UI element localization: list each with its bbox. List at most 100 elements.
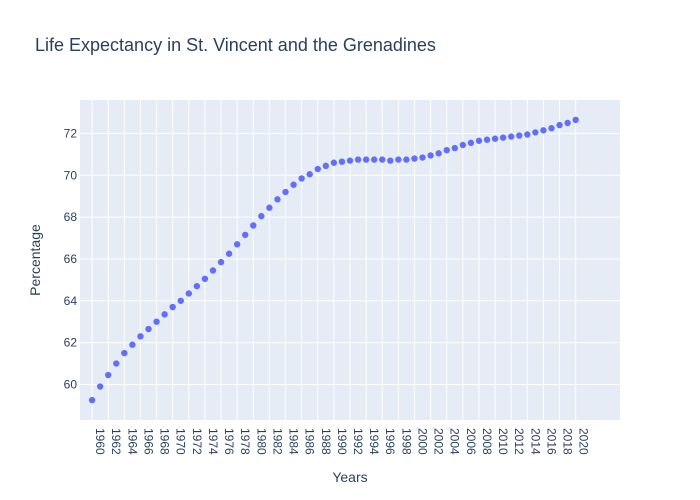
data-point xyxy=(121,349,128,357)
data-point xyxy=(532,129,539,136)
data-point xyxy=(467,139,475,147)
y-axis-ticks: 60 62 64 66 68 70 72 xyxy=(64,126,78,391)
data-point xyxy=(274,196,281,203)
data-point xyxy=(209,267,217,274)
data-point xyxy=(346,157,354,164)
data-point xyxy=(403,156,410,163)
x-tick-label: 1984 xyxy=(287,428,301,455)
x-gridlines xyxy=(91,100,577,420)
data-point xyxy=(314,165,321,173)
data-point xyxy=(201,275,209,283)
data-point xyxy=(379,156,386,163)
x-tick-label: 2002 xyxy=(432,428,446,455)
x-axis-title: Years xyxy=(332,469,367,485)
data-point xyxy=(306,171,313,178)
data-point xyxy=(411,155,418,162)
x-tick-label: 1970 xyxy=(174,428,188,455)
data-point xyxy=(225,250,233,257)
chart-title: Life Expectancy in St. Vincent and the G… xyxy=(35,35,436,55)
data-point xyxy=(491,135,499,142)
data-point xyxy=(507,133,515,140)
x-tick-label: 1986 xyxy=(303,428,317,455)
x-tick-label: 1992 xyxy=(351,428,365,455)
data-point xyxy=(330,159,338,166)
data-point xyxy=(298,175,305,182)
data-point xyxy=(258,212,265,220)
x-tick-label: 2010 xyxy=(496,428,510,455)
y-tick-label: 66 xyxy=(64,252,78,266)
data-point xyxy=(516,132,523,139)
data-point xyxy=(459,141,467,149)
data-point xyxy=(113,360,120,367)
data-point xyxy=(129,341,136,348)
x-axis-ticks: 1960 1962 1964 1966 1968 1970 1972 1974 1976 1978… xyxy=(93,428,591,455)
data-point xyxy=(524,131,531,138)
x-tick-label: 1980 xyxy=(254,428,268,455)
data-point xyxy=(185,290,193,297)
data-point xyxy=(499,134,507,141)
y-axis-title: Percentage xyxy=(27,224,43,296)
data-point xyxy=(370,156,378,163)
data-point xyxy=(451,144,458,152)
y-tick-label: 64 xyxy=(64,294,78,308)
x-tick-label: 1982 xyxy=(270,428,284,455)
data-point xyxy=(387,157,394,164)
data-point xyxy=(362,156,370,163)
data-point xyxy=(282,188,289,196)
x-tick-label: 1968 xyxy=(158,428,172,455)
data-point xyxy=(427,152,434,159)
data-point xyxy=(338,158,346,165)
data-point xyxy=(217,258,225,266)
y-tick-label: 72 xyxy=(64,126,78,140)
x-tick-label: 1998 xyxy=(399,428,413,455)
data-point xyxy=(145,325,152,333)
data-point xyxy=(572,116,579,124)
x-tick-label: 2016 xyxy=(544,428,558,455)
data-point xyxy=(153,318,160,325)
data-point xyxy=(475,137,483,144)
data-point xyxy=(88,396,96,404)
data-point xyxy=(290,181,297,188)
y-tick-label: 60 xyxy=(64,377,78,391)
data-point xyxy=(266,204,273,211)
data-point xyxy=(395,156,402,163)
data-point xyxy=(161,311,168,318)
x-tick-label: 2008 xyxy=(480,428,494,455)
data-points xyxy=(88,116,579,404)
data-point xyxy=(556,121,563,129)
data-point xyxy=(354,156,362,163)
data-point xyxy=(137,333,144,340)
x-tick-label: 1976 xyxy=(222,428,236,455)
data-point xyxy=(443,146,450,154)
x-tick-label: 1966 xyxy=(141,428,155,455)
data-point xyxy=(96,383,104,390)
data-point xyxy=(435,150,442,157)
x-tick-label: 1994 xyxy=(367,428,381,455)
data-point xyxy=(483,136,491,143)
data-point xyxy=(564,119,571,127)
x-tick-label: 2000 xyxy=(415,428,429,455)
data-point xyxy=(193,282,201,290)
x-tick-label: 1996 xyxy=(383,428,397,455)
data-point xyxy=(322,162,330,170)
x-tick-label: 1964 xyxy=(125,428,139,455)
x-tick-label: 2014 xyxy=(528,428,542,455)
x-tick-label: 1974 xyxy=(206,428,220,455)
data-point xyxy=(250,222,257,229)
y-tick-label: 70 xyxy=(64,168,78,182)
data-point xyxy=(242,231,249,239)
x-tick-label: 2006 xyxy=(464,428,478,455)
x-tick-label: 1962 xyxy=(109,428,123,455)
y-tick-label: 62 xyxy=(64,336,78,350)
x-tick-label: 1960 xyxy=(93,428,107,455)
data-point xyxy=(233,241,241,248)
x-tick-label: 1972 xyxy=(190,428,204,455)
x-tick-label: 1978 xyxy=(238,428,252,455)
x-tick-label: 1988 xyxy=(319,428,333,455)
x-tick-label: 2020 xyxy=(577,428,591,455)
x-tick-label: 2018 xyxy=(561,428,575,455)
x-tick-label: 2012 xyxy=(512,428,526,455)
y-tick-label: 68 xyxy=(64,210,78,224)
